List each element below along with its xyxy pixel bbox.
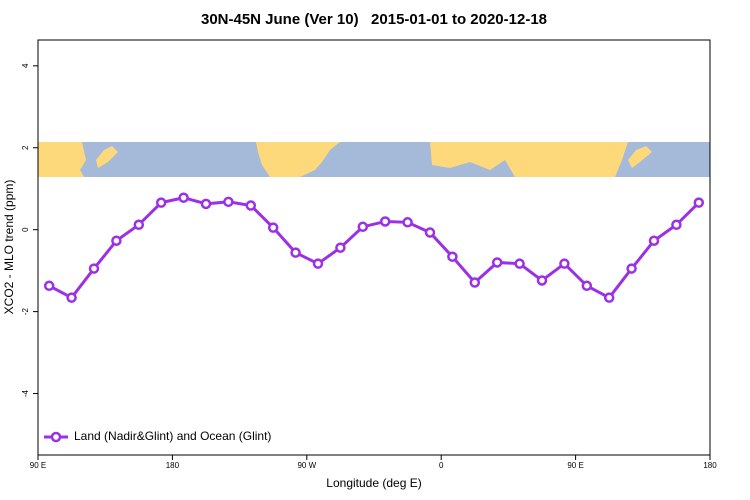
marker [312, 258, 324, 269]
marker [155, 197, 167, 208]
marker [671, 219, 682, 231]
marker [267, 222, 279, 233]
y-axis-label: XCO2 - MLO trend (ppm) [2, 180, 16, 315]
x-tick-label: 180 [166, 461, 180, 470]
marker [469, 277, 481, 288]
marker [357, 221, 369, 233]
chart-title: 30N-45N June (Ver 10) 2015-01-01 to 2020… [201, 11, 547, 28]
map-band [38, 142, 710, 177]
legend-label: Land (Nadir&Glint) and Ocean (Glint) [74, 429, 271, 443]
plot-frame [37, 39, 711, 456]
y-tick-label: 0 [21, 227, 30, 232]
x-tick-label: 180 [703, 461, 717, 470]
x-tick-label: 0 [439, 461, 444, 470]
marker [603, 292, 615, 303]
marker [245, 200, 257, 211]
y-tick-label: 4 [21, 63, 30, 68]
marker [626, 263, 637, 274]
marker [693, 197, 705, 208]
line [48, 196, 700, 300]
marker [648, 235, 660, 246]
marker [66, 292, 77, 303]
marker [559, 258, 570, 269]
marker [223, 196, 234, 208]
marker [581, 280, 593, 292]
marker [133, 219, 145, 231]
marker [424, 227, 436, 238]
marker [379, 216, 391, 227]
marker [200, 198, 212, 210]
marker [514, 258, 525, 269]
marker [447, 251, 458, 262]
x-tick-label: 90 E [30, 461, 46, 470]
marker [111, 235, 122, 246]
marker [178, 192, 189, 203]
y-tick-label: -2 [21, 308, 30, 316]
marker [290, 247, 301, 258]
marker [536, 275, 548, 286]
marker [402, 217, 413, 228]
x-axis-label: Longitude (deg E) [326, 476, 421, 490]
y-tick-label: 2 [21, 145, 30, 150]
y-tick-label: -4 [21, 389, 30, 397]
legend-marker [50, 431, 62, 443]
marker [43, 280, 55, 292]
x-tick-label: 90 W [297, 461, 316, 470]
x-tick-label: 90 E [567, 461, 583, 470]
marker [335, 242, 346, 253]
marker [491, 257, 503, 268]
marker [88, 263, 100, 274]
